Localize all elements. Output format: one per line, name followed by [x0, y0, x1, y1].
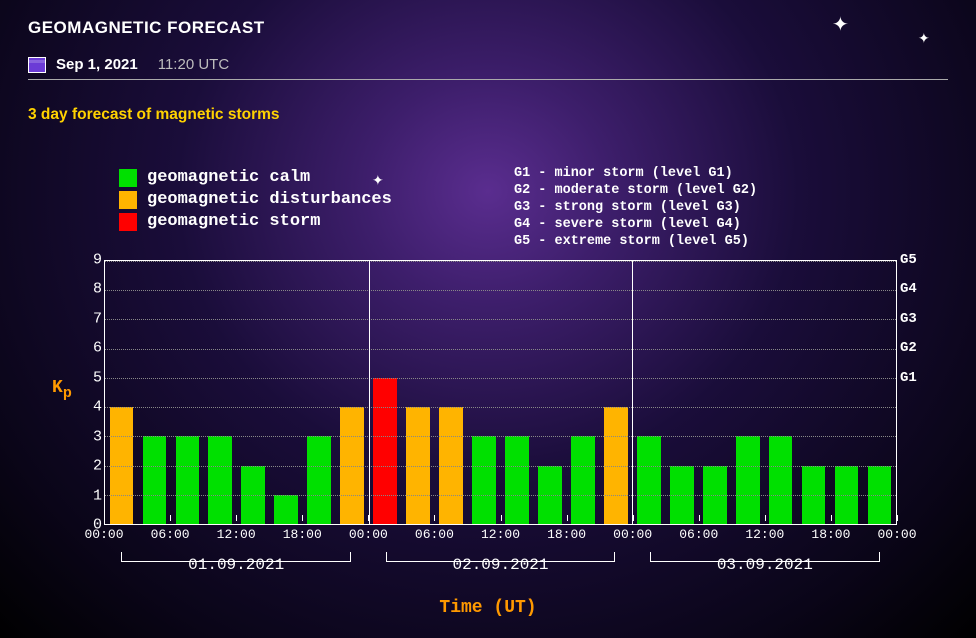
- x-tick-label: 12:00: [745, 527, 784, 542]
- x-tick-label: 00:00: [84, 527, 123, 542]
- gridline: [105, 407, 896, 408]
- legend-label: geomagnetic disturbances: [147, 190, 392, 209]
- kp-bar: [208, 436, 232, 524]
- day-label: 02.09.2021: [452, 556, 548, 574]
- g-tick-label: G3: [900, 311, 917, 327]
- gridline: [105, 378, 896, 379]
- x-tick-label: 18:00: [283, 527, 322, 542]
- legend-left: geomagnetic calm geomagnetic disturbances…: [119, 168, 392, 234]
- kp-bar: [143, 436, 167, 524]
- gridline: [105, 290, 896, 291]
- kp-bar: [307, 436, 331, 524]
- x-tick-mark: [501, 515, 502, 521]
- legend-item: geomagnetic disturbances: [119, 190, 392, 209]
- y-tick-label: 9: [82, 252, 102, 269]
- kp-bar: [571, 436, 595, 524]
- subtitle: 3 day forecast of magnetic storms: [0, 88, 976, 124]
- x-axis-title: Time (UT): [439, 598, 536, 618]
- g-tick-label: G2: [900, 340, 917, 356]
- legend-swatch: [119, 169, 137, 187]
- x-tick-mark: [633, 515, 634, 521]
- gridline: [105, 466, 896, 467]
- kp-bar: [274, 495, 298, 524]
- kp-bar: [505, 436, 529, 524]
- x-tick-label: 12:00: [217, 527, 256, 542]
- day-brackets: 01.09.2021 02.09.2021 03.09.2021: [104, 552, 897, 582]
- gridline: [105, 495, 896, 496]
- x-ticks: 00:00 06:00 12:00 18:00 00:00 06:00 12:00 18:00…: [104, 527, 897, 545]
- y-tick-label: 1: [82, 487, 102, 504]
- x-tick-label: 00:00: [349, 527, 388, 542]
- page-title: GEOMAGNETIC FORECAST: [28, 18, 948, 38]
- x-tick-mark: [567, 515, 568, 521]
- g-scale-description: G5 - extreme storm (level G5): [514, 234, 757, 251]
- forecast-figure: geomagnetic calm geomagnetic disturbances…: [24, 160, 952, 620]
- x-tick-mark: [699, 515, 700, 521]
- y-tick-label: 2: [82, 458, 102, 475]
- x-tick-mark: [170, 515, 171, 521]
- y-tick-label: 3: [82, 428, 102, 445]
- time-value: 11:20 UTC: [158, 56, 229, 73]
- date-value: Sep 1, 2021: [56, 56, 138, 73]
- plot-area: [104, 260, 897, 525]
- x-tick-label: 18:00: [811, 527, 850, 542]
- x-tick-mark: [104, 515, 105, 521]
- x-tick-mark: [236, 515, 237, 521]
- x-tick-label: 06:00: [679, 527, 718, 542]
- y-tick-label: 8: [82, 281, 102, 298]
- day-label: 03.09.2021: [717, 556, 813, 574]
- y-ticks: 0123456789: [82, 260, 102, 525]
- x-tick-mark: [831, 515, 832, 521]
- x-tick-label: 06:00: [151, 527, 190, 542]
- day-divider: [632, 261, 633, 524]
- kp-bar: [736, 436, 760, 524]
- x-tick-mark: [765, 515, 766, 521]
- kp-bar: [176, 436, 200, 524]
- g-scale-description: G2 - moderate storm (level G2): [514, 183, 757, 200]
- header: GEOMAGNETIC FORECAST Sep 1, 2021 11:20 U…: [0, 0, 976, 88]
- y-axis-label: Kp: [52, 378, 72, 402]
- y-tick-label: 4: [82, 399, 102, 416]
- kp-bar: [769, 436, 793, 524]
- y-tick-label: 6: [82, 340, 102, 357]
- x-tick-label: 00:00: [877, 527, 916, 542]
- kp-bar: [637, 436, 661, 524]
- x-tick-label: 00:00: [613, 527, 652, 542]
- g-scale-description: G4 - severe storm (level G4): [514, 217, 757, 234]
- x-tick-label: 12:00: [481, 527, 520, 542]
- gridline: [105, 436, 896, 437]
- kp-bar: [373, 378, 397, 524]
- x-tick-mark: [434, 515, 435, 521]
- x-tick-label: 18:00: [547, 527, 586, 542]
- x-tick-mark: [368, 515, 369, 521]
- date-line: Sep 1, 2021 11:20 UTC: [28, 56, 948, 80]
- g-scale-description: G3 - strong storm (level G3): [514, 200, 757, 217]
- legend-label: geomagnetic storm: [147, 212, 320, 231]
- legend-right: G1 - minor storm (level G1)G2 - moderate…: [514, 166, 757, 250]
- legend-item: geomagnetic storm: [119, 212, 392, 231]
- g-tick-label: G1: [900, 370, 917, 386]
- y-tick-label: 7: [82, 310, 102, 327]
- gridline: [105, 261, 896, 262]
- x-tick-label: 06:00: [415, 527, 454, 542]
- g-scale-ticks: G1G2G3G4G5: [900, 260, 924, 525]
- bars-container: [105, 261, 896, 524]
- g-scale-description: G1 - minor storm (level G1): [514, 166, 757, 183]
- legend-label: geomagnetic calm: [147, 168, 310, 187]
- legend-item: geomagnetic calm: [119, 168, 392, 187]
- legend-swatch: [119, 213, 137, 231]
- y-tick-label: 5: [82, 369, 102, 386]
- x-tick-mark: [302, 515, 303, 521]
- kp-bar: [472, 436, 496, 524]
- gridline: [105, 349, 896, 350]
- gridline: [105, 319, 896, 320]
- g-tick-label: G5: [900, 252, 917, 268]
- legend-swatch: [119, 191, 137, 209]
- g-tick-label: G4: [900, 281, 917, 297]
- day-divider: [369, 261, 370, 524]
- calendar-icon: [28, 57, 46, 73]
- kp-bar-chart: geomagnetic calm geomagnetic disturbances…: [24, 160, 952, 620]
- x-tick-mark: [897, 515, 898, 521]
- day-label: 01.09.2021: [188, 556, 284, 574]
